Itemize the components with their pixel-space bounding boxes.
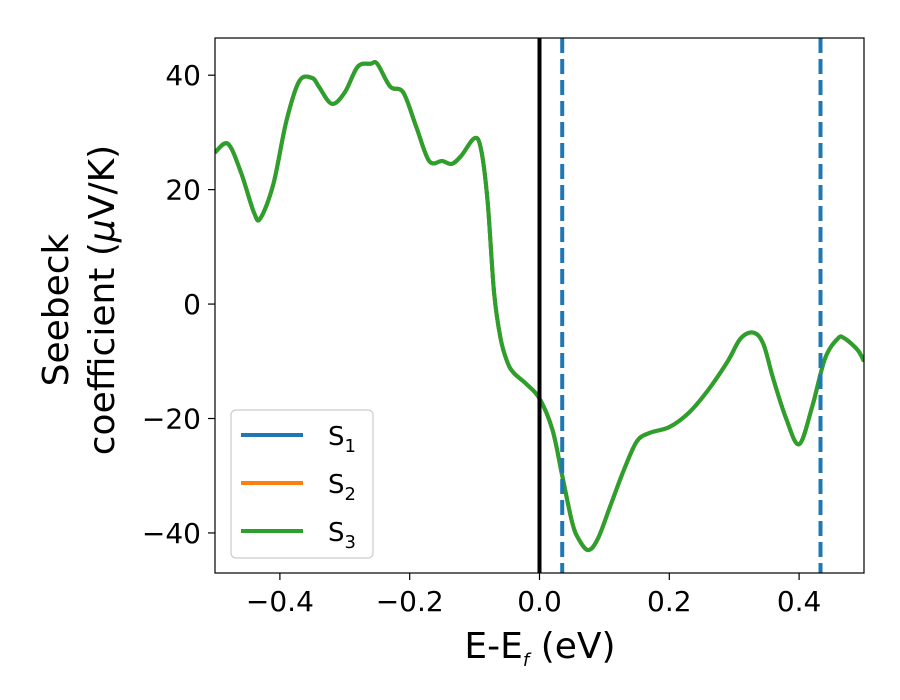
legend-label-s2: S2 [328,470,356,505]
x-tick-label: −0.4 [246,585,314,618]
x-tick-label: 0.4 [777,585,822,618]
legend-label-s1: S1 [328,422,356,457]
x-axis-ticks: −0.4 −0.2 0.0 0.2 0.4 [246,573,821,618]
x-tick-label: −0.2 [376,585,444,618]
plot-area [214,37,865,574]
legend: S1 S2 S3 [230,409,374,559]
x-tick-label: 0.2 [647,585,692,618]
y-axis-label-line2: coefficient (μV/K) [82,145,123,455]
legend-label-s3: S3 [328,518,356,553]
x-tick-label: 0.0 [517,585,562,618]
series-line-s3 [215,59,864,553]
y-axis-label-line1: Seebeck [36,233,77,386]
y-tick-label: 0 [183,288,201,321]
series-lines [215,59,864,553]
y-axis-label: Seebeck coefficient (μV/K) [36,145,123,455]
y-tick-label: 20 [165,174,201,207]
y-tick-label: 40 [165,59,201,92]
x-axis-label: E-Ef (eV) [464,626,615,671]
y-axis-ticks: 40 20 0 −20 −40 [142,59,215,550]
y-tick-label: −20 [142,403,201,436]
y-tick-label: −40 [142,517,201,550]
